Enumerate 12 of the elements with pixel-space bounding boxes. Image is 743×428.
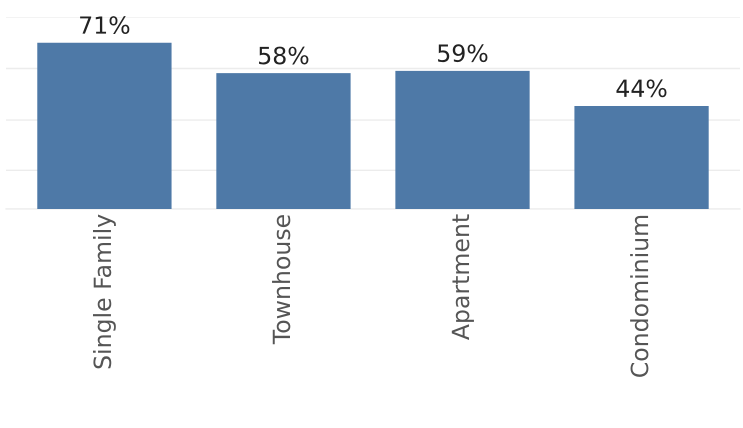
data-label: 44% (616, 79, 666, 98)
bar (574, 106, 709, 209)
bar (216, 73, 351, 209)
x-tick-label: Single Family (92, 214, 116, 368)
x-tick-label: Townhouse (272, 215, 290, 344)
bar (37, 42, 172, 209)
data-label: 58% (259, 46, 308, 64)
data-label: 71% (80, 16, 130, 34)
x-tick-label: Apartment (452, 214, 474, 340)
x-tick-label: Condominium (630, 216, 648, 377)
data-label: 59% (438, 44, 488, 62)
bar (395, 70, 530, 209)
